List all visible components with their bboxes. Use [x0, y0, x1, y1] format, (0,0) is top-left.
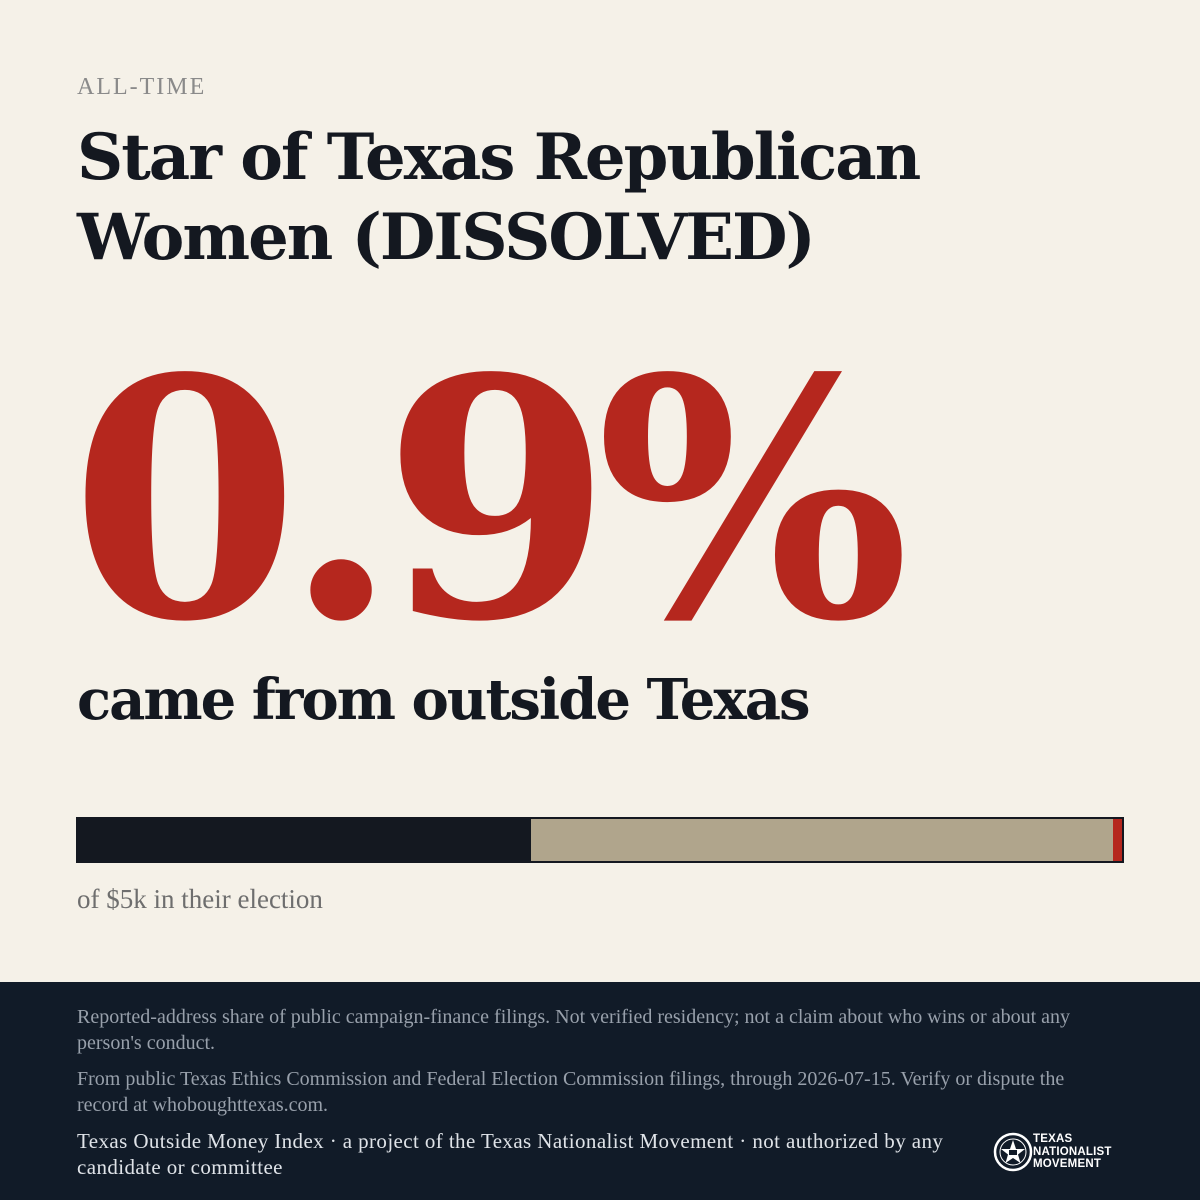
page-title: Star of Texas Republican Women (DISSOLVE…: [77, 120, 921, 275]
stat-subhead: came from outside Texas: [77, 667, 811, 733]
stat-value: 0.9%: [70, 306, 910, 694]
footer: Reported-address share of public campaig…: [0, 982, 1200, 1200]
bar-segment-dark: [78, 819, 532, 861]
period-label: ALL-TIME: [77, 74, 207, 100]
tnm-logo: TEXAS NATIONALIST MOVEMENT: [993, 1132, 1128, 1174]
bar-segment-tan: [531, 819, 1113, 861]
logo-line-1: TEXAS: [1033, 1133, 1073, 1145]
logo-line-2: NATIONALIST: [1033, 1145, 1112, 1158]
footer-source: From public Texas Ethics Commission and …: [77, 1068, 1065, 1116]
logo-line-3: MOVEMENT: [1033, 1158, 1102, 1170]
share-bar: [76, 817, 1124, 863]
stat-caption: of $5k in their election: [77, 884, 323, 914]
footer-disclaimer: Reported-address share of public campaig…: [77, 1006, 1071, 1054]
bar-segment-outside-texas: [1112, 819, 1122, 861]
star-seal-icon: [993, 1132, 1033, 1172]
footer-credit: Texas Outside Money Index · a project of…: [77, 1129, 944, 1179]
